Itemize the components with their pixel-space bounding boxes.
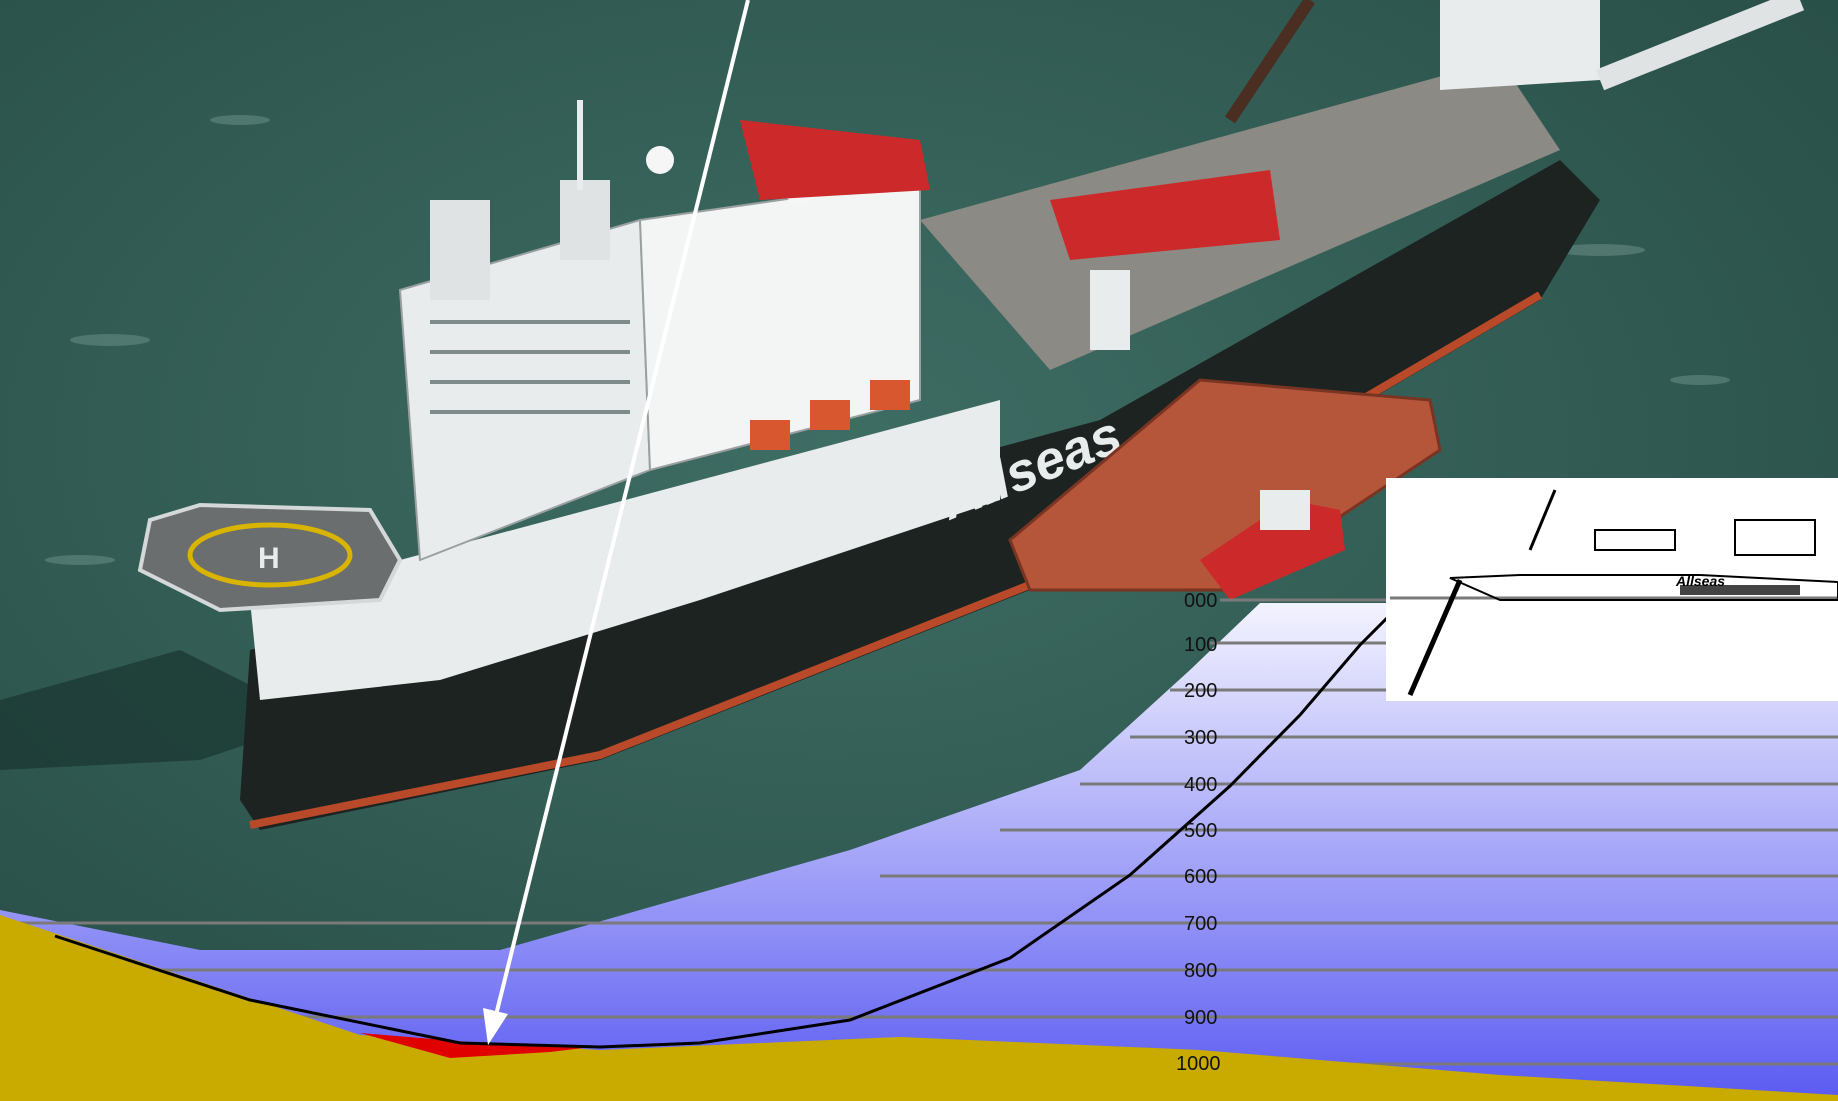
depth-label-400: 400 xyxy=(1184,774,1217,796)
vessel-profile-inset: Allseas xyxy=(1386,478,1838,701)
depth-label-800: 800 xyxy=(1184,960,1217,982)
depth-label-200: 200 xyxy=(1184,680,1217,702)
depth-label-1000: 1000 xyxy=(1176,1053,1221,1075)
depth-labels: 000 100 200 300 400 500 600 700 800 900 … xyxy=(1176,590,1221,1075)
vessel-shadow xyxy=(0,650,320,770)
depth-label-000: 000 xyxy=(1184,590,1217,612)
depth-label-600: 600 xyxy=(1184,866,1217,888)
helideck-h-marking: H xyxy=(258,542,280,575)
depth-label-700: 700 xyxy=(1184,913,1217,935)
helideck xyxy=(137,502,403,613)
free-span-highlight xyxy=(360,1033,600,1058)
pointer-arrow xyxy=(483,0,750,1045)
depth-label-100: 100 xyxy=(1184,634,1217,656)
deck-equipment xyxy=(740,0,1805,370)
supply-barge xyxy=(1008,378,1442,592)
tug-cabin xyxy=(1260,490,1310,530)
inset-logo: Allseas xyxy=(1675,573,1725,589)
helideck-circle xyxy=(187,522,353,588)
depth-label-300: 300 xyxy=(1184,727,1217,749)
depth-label-900: 900 xyxy=(1184,1007,1217,1029)
water-cross-section xyxy=(0,603,1838,1101)
depth-label-500: 500 xyxy=(1184,820,1217,842)
hull-white-band xyxy=(250,400,1000,700)
